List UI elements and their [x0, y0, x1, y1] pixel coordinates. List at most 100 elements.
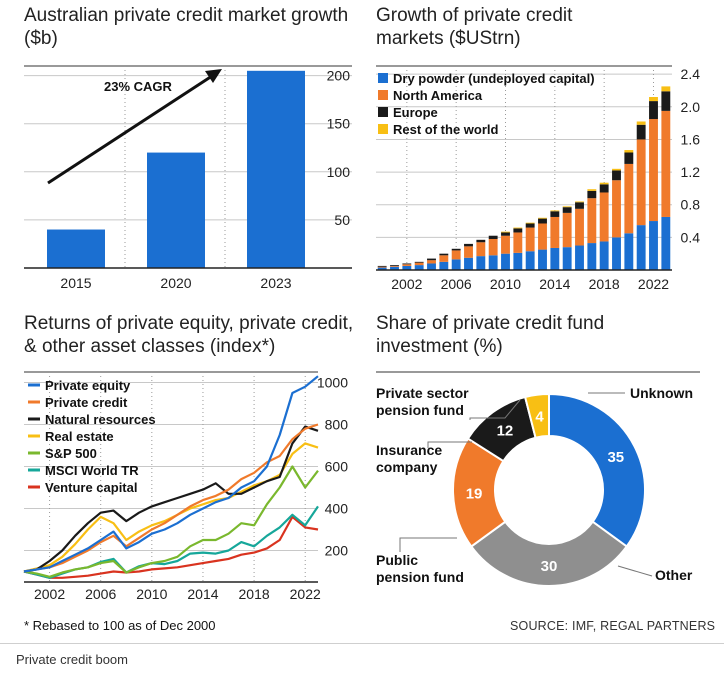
- chart2-bar-segment: [501, 231, 510, 233]
- chart3-series-line: [23, 375, 319, 573]
- chart2-bar-segment: [439, 255, 449, 262]
- chart2-bar-segment: [562, 206, 572, 208]
- donut-value-label: 19: [466, 485, 483, 502]
- donut-value-label: 30: [541, 558, 558, 575]
- chart1-ytick-label: 200: [327, 68, 351, 84]
- chart2-bar-segment: [525, 222, 535, 224]
- chart2-legend-label: North America: [393, 88, 483, 103]
- chart2-bar-segment: [575, 202, 584, 209]
- chart2-bar-segment: [661, 91, 671, 111]
- chart2-xtick-label: 2014: [539, 276, 570, 292]
- chart2-bar-segment: [587, 198, 597, 244]
- chart2-bar-segment: [599, 192, 609, 242]
- chart2-bar-segment: [513, 252, 523, 270]
- donut-label-private-pension: Private sector pension fund: [376, 385, 469, 418]
- chart2-bar-segment: [636, 124, 646, 140]
- chart3-ytick-label: 600: [325, 459, 349, 475]
- chart2-bar-segment: [550, 247, 560, 270]
- chart2-bar-segment: [451, 250, 461, 260]
- chart2-bar-segment: [612, 237, 621, 270]
- chart2-bar-segment: [575, 208, 584, 246]
- chart1-title: Australian private credit market growth …: [24, 5, 349, 49]
- chart3-ytick-label: 200: [325, 543, 349, 559]
- chart2-bar-segment: [587, 190, 597, 199]
- chart2-legend-swatch: [378, 73, 388, 83]
- chart3-ytick-label: 400: [325, 501, 349, 517]
- donut-slice: [469, 520, 629, 587]
- chart3-xtick-label: 2002: [34, 586, 65, 602]
- chart2-bar-segment: [402, 263, 412, 265]
- chart2-bar-segment: [501, 232, 510, 236]
- chart3-xtick-label: 2006: [85, 586, 116, 602]
- chart2-bar-segment: [649, 97, 658, 102]
- chart1-xtick-label: 2020: [160, 275, 191, 291]
- chart3-legend-label: Venture capital: [45, 480, 137, 495]
- chart2-bar-segment: [464, 257, 473, 270]
- chart2-title: Growth of private credit markets ($UStrn…: [376, 5, 573, 49]
- chart2-bar-segment: [414, 261, 424, 263]
- chart2-ytick-label: 2.0: [681, 99, 701, 115]
- chart2-bar-segment: [402, 265, 412, 270]
- chart2-bar-segment: [599, 182, 609, 185]
- chart2-bar-segment: [550, 210, 560, 212]
- chart3-ytick-label: 1000: [317, 375, 348, 391]
- chart1-ytick-label: 50: [334, 212, 350, 228]
- chart1-bar: [147, 152, 205, 268]
- chart2-bar-segment: [649, 221, 658, 270]
- chart3-legend-label: Natural resources: [45, 412, 156, 427]
- chart2-bar-segment: [488, 235, 498, 239]
- chart2-bar-segment: [636, 139, 646, 226]
- chart2-bar-segment: [575, 201, 584, 203]
- chart2-bar-segment: [624, 150, 634, 153]
- donut-slice: [548, 392, 646, 548]
- chart2-bar-segment: [464, 246, 473, 258]
- cagr-arrow-head: [205, 69, 222, 83]
- chart3-xtick-label: 2014: [187, 586, 218, 602]
- chart2-legend-swatch: [378, 107, 388, 117]
- chart2-bar-segment: [575, 245, 584, 270]
- chart2-bar-segment: [488, 255, 498, 270]
- donut-leader-public-pension: [399, 537, 457, 552]
- chart2-bar-segment: [525, 223, 535, 228]
- chart3-title: Returns of private equity, private credi…: [24, 313, 354, 357]
- cagr-arrow-shaft: [47, 74, 213, 185]
- chart3-legend-label: S&P 500: [45, 446, 97, 461]
- chart2-legend-label: Dry powder (undeployed capital): [393, 71, 595, 86]
- chart2-bar-segment: [624, 233, 634, 270]
- chart2-bar-segment: [476, 242, 486, 257]
- chart2-bar-segment: [414, 265, 424, 270]
- donut-value-label: 35: [607, 449, 624, 466]
- chart2-bar-segment: [538, 218, 547, 224]
- chart2-bar-segment: [377, 267, 387, 270]
- chart3-legend-label: Real estate: [45, 429, 114, 444]
- chart2-ytick-label: 0.4: [681, 229, 701, 245]
- donut-leader-insurance: [427, 441, 472, 448]
- donut-value-label: 4: [535, 409, 544, 426]
- chart2-bar-segment: [501, 253, 510, 270]
- chart2-bar-segment: [525, 227, 535, 252]
- caption-divider: [0, 643, 724, 644]
- chart2-bar-segment: [513, 232, 523, 253]
- chart1-xtick-label: 2015: [60, 275, 91, 291]
- chart3-legend-label: Private equity: [45, 378, 131, 393]
- chart2-bar-segment: [599, 184, 609, 193]
- chart1-ytick-label: 100: [327, 164, 351, 180]
- chart2-ytick-label: 1.6: [681, 131, 701, 147]
- chart2-bar-segment: [476, 239, 486, 243]
- chart2-bar-segment: [661, 216, 671, 270]
- chart2-bar-segment: [390, 265, 399, 266]
- chart2-bar-segment: [439, 253, 449, 256]
- chart3-ytick-label: 800: [325, 417, 349, 433]
- chart2-bar-segment: [562, 247, 572, 270]
- chart2-bar-segment: [624, 163, 634, 234]
- chart2-bar-segment: [624, 152, 634, 164]
- chart2-bar-segment: [427, 263, 436, 270]
- chart2-bar-segment: [599, 241, 609, 270]
- chart1-bar: [47, 229, 105, 268]
- cagr-annotation: 23% CAGR: [104, 79, 173, 94]
- donut-slice: [523, 392, 550, 439]
- chart2-xtick-label: 2010: [490, 276, 521, 292]
- donut-value-label: 12: [497, 422, 514, 439]
- chart1-ytick-label: 150: [327, 116, 351, 132]
